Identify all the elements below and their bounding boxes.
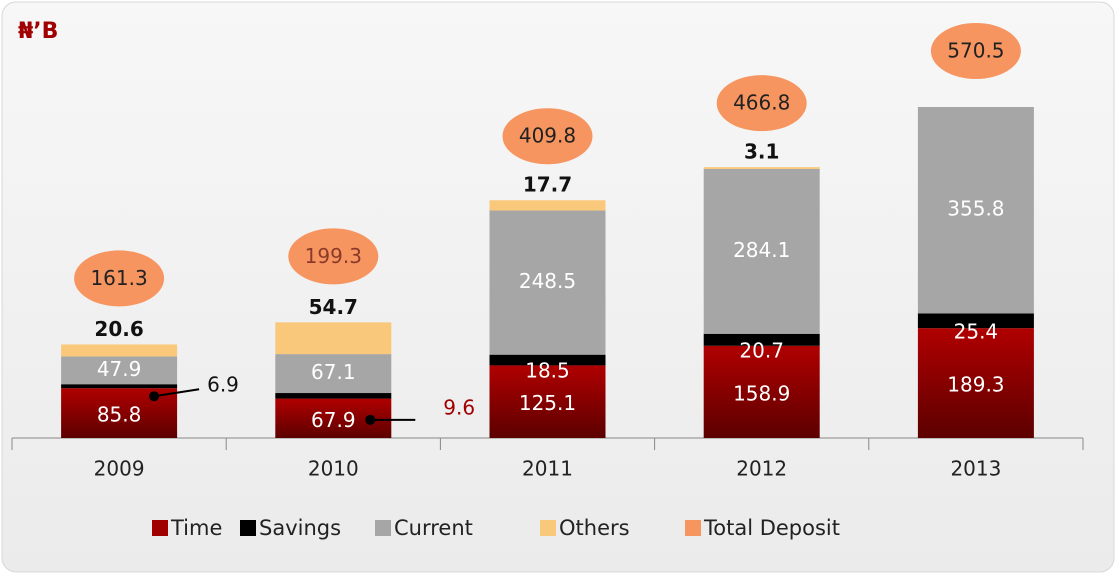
bar-segment	[489, 354, 606, 366]
bar-segment	[275, 393, 392, 399]
bar-segment	[489, 365, 606, 438]
value-label: 3.1	[744, 140, 779, 164]
value-label: 248.5	[519, 269, 576, 293]
bar-segment	[703, 168, 820, 334]
value-label: 67.1	[311, 360, 356, 384]
bar-segment	[61, 344, 178, 357]
total-bubble	[74, 250, 165, 307]
bar-segment	[703, 333, 820, 346]
legend-label: Others	[559, 516, 630, 540]
value-label: 85.8	[97, 403, 142, 427]
x-tick-label: 2009	[94, 457, 145, 481]
bar-segment	[917, 313, 1034, 329]
bar-segment	[61, 356, 178, 385]
bar-segment	[275, 322, 392, 355]
total-label: 466.8	[733, 91, 790, 115]
value-label: 20.6	[94, 317, 143, 341]
bar-segment	[61, 384, 178, 389]
legend-label: Current	[394, 516, 473, 540]
legend-swatch	[685, 520, 701, 536]
value-label: 6.9	[207, 373, 239, 397]
value-label: 67.9	[311, 408, 356, 432]
legend-swatch	[540, 520, 556, 536]
x-tick-label: 2011	[522, 457, 573, 481]
legend-swatch	[375, 520, 391, 536]
total-label: 570.5	[947, 39, 1004, 63]
total-label: 409.8	[519, 124, 576, 148]
value-label: 20.7	[739, 338, 784, 362]
bar-segment	[917, 328, 1034, 438]
x-tick-label: 2012	[736, 457, 787, 481]
chart-title: ₦’B	[18, 19, 58, 44]
bar-segment	[703, 167, 820, 169]
value-label: 17.7	[523, 173, 572, 197]
legend-swatch	[240, 520, 256, 536]
legend-label: Time	[170, 516, 222, 540]
value-label: 355.8	[947, 197, 1004, 221]
total-bubble	[930, 23, 1021, 79]
bar-segment	[489, 210, 606, 355]
total-bubble	[716, 75, 807, 132]
value-label: 18.5	[525, 359, 570, 383]
legend-label: Savings	[259, 516, 341, 540]
bar-segment	[275, 354, 392, 394]
bar-segment	[917, 107, 1034, 314]
value-label: 125.1	[519, 391, 576, 415]
value-label: 158.9	[733, 381, 790, 405]
bar-segment	[703, 345, 820, 438]
value-label: 9.6	[443, 395, 475, 419]
leader-line	[153, 388, 200, 398]
bar-segment	[489, 200, 606, 211]
value-label: 25.4	[954, 319, 999, 343]
total-bubble	[502, 108, 593, 165]
legend-label: Total Deposit	[703, 516, 840, 540]
x-tick-label: 2010	[308, 457, 359, 481]
value-label: 189.3	[947, 373, 1004, 397]
value-label: 54.7	[309, 295, 358, 319]
value-label: 47.9	[97, 357, 142, 381]
value-label: 284.1	[733, 238, 790, 262]
total-label: 161.3	[90, 266, 147, 290]
total-bubble	[288, 228, 379, 285]
x-tick-label: 2013	[950, 457, 1001, 481]
total-label: 199.3	[305, 244, 362, 268]
legend-swatch	[152, 520, 168, 536]
